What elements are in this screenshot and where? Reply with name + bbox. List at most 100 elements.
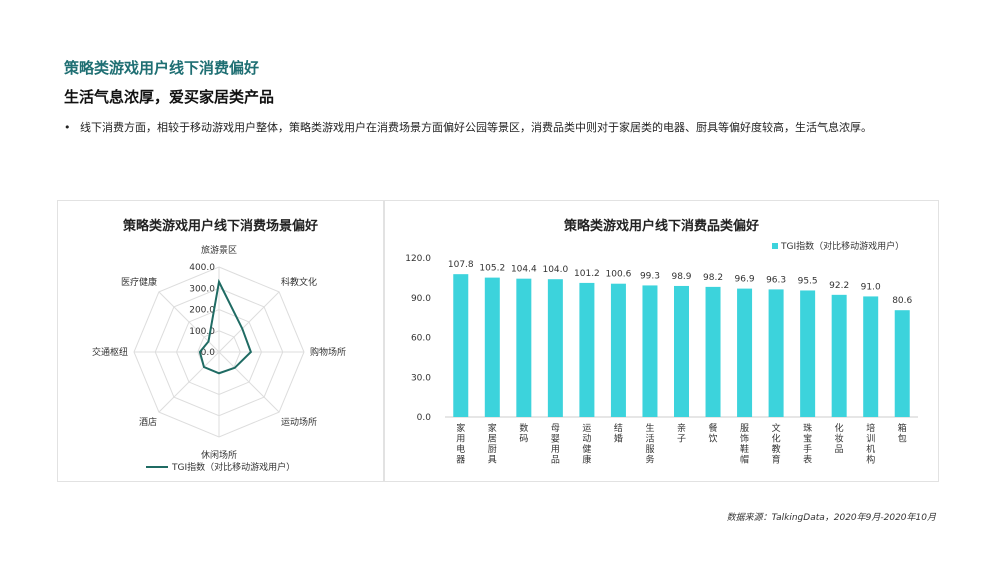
radar-legend: TGI指数（对比移动游戏用户） [146,460,295,473]
bar-legend: TGI指数（对比移动游戏用户） [772,239,904,252]
radar-series-line [198,278,253,375]
bar-category-char: 务 [645,454,654,466]
bar-category-char: 具 [488,455,497,466]
radar-category-label: 科教文化 [281,276,317,288]
bar-category-char: 教 [772,443,781,455]
bar-category-char: 文 [772,422,781,434]
bar-category-char: 康 [582,454,591,466]
bar [610,283,626,417]
bar-category-char: 餐 [709,422,718,434]
bar-category-label: 结婚 [614,422,623,445]
radar-tick-label: 400.0 [189,263,215,273]
bar-legend-label: TGI指数（对比移动游戏用户） [781,242,905,252]
bar-category-char: 数 [519,422,528,434]
bar-category-char: 化 [835,422,844,434]
bar-category-char: 机 [866,443,875,455]
bar-category-char: 子 [677,434,686,445]
bar-category-char: 厨 [488,444,497,455]
bar-category-char: 亲 [677,422,686,434]
bar-data-label: 101.2 [574,269,600,279]
bar-category-char: 母 [551,423,560,434]
radar-axis-spoke [218,351,280,413]
radar-tick-label: 300.0 [189,284,215,294]
radar-tick-label: 0.0 [201,348,216,358]
bullet-dot-icon: • [64,121,71,134]
bar-data-label: 107.8 [448,260,474,270]
bar-category-label: 生活服务 [645,422,654,466]
bar-chart-panel: 策略类游戏用户线下消费品类偏好 0.0 30.0 60.0 90.0 120.0 107.… [384,200,939,482]
bar-category-char: 育 [772,454,781,466]
bar [579,282,595,417]
bar-category-char: 健 [582,443,591,455]
bar [863,296,879,417]
bar-category-char: 活 [645,433,654,445]
bar-category-char: 宝 [803,433,812,445]
radar-category-label: 运动场所 [281,417,317,428]
bar-data-label: 80.6 [892,296,912,306]
bar-ytick-label: 30.0 [411,373,431,383]
bar-category-char: 帽 [740,454,749,466]
bar-category-char: 码 [519,434,528,445]
bar-category-char: 化 [772,433,781,445]
bar [737,288,753,417]
bar-category-char: 构 [866,454,875,466]
bar-category-char: 品 [551,455,560,466]
bar-category-label: 数码 [519,422,528,445]
bar-category-char: 生 [645,422,654,434]
bar-data-label: 104.4 [511,265,537,275]
bar-category-char: 培 [866,422,875,434]
bullet-point: • 线下消费方面，相较于移动游戏用户整体，策略类游戏用户在消费场景方面偏好公园等… [64,118,944,137]
bar-category-char: 家 [456,422,465,434]
bar-category-char: 动 [582,434,591,445]
bar-ytick-label: 120.0 [405,254,431,264]
bar-category-char: 居 [488,434,497,445]
bar-category-label: 珠宝手表 [803,422,812,466]
bar-category-char: 箱 [898,422,907,434]
bar-ytick-label: 0.0 [417,413,432,423]
bar-category-char: 婴 [551,434,560,445]
bar [516,278,532,417]
bar [547,279,563,417]
bar [768,289,784,417]
bar-legend-swatch [772,242,778,249]
bar-data-label: 105.2 [479,264,505,274]
bar-category-char: 家 [488,422,497,434]
bar [800,290,816,417]
bar-chart: 0.030.060.090.0120.0107.8家用电器105.2家居厨具10… [405,254,918,466]
bar-ytick-label: 60.0 [411,334,431,344]
bar [674,285,689,417]
bar [894,310,910,417]
bar-category-char: 表 [803,454,812,466]
bullet-text: 线下消费方面，相较于移动游戏用户整体，策略类游戏用户在消费场景方面偏好公园等景区… [80,121,872,134]
bar-category-char: 用 [551,444,560,455]
bar-category-char: 珠 [803,422,812,434]
radar-axis-spoke [158,351,220,413]
bar-category-label: 箱包 [898,422,907,445]
bar-category-label: 运动健康 [582,423,591,466]
bar-category-label: 化妆品 [835,422,844,455]
bar-category-char: 用 [456,434,465,445]
radar-category-label: 医疗健康 [121,276,157,288]
radar-legend-swatch [146,465,168,468]
bar-data-label: 100.6 [606,270,632,280]
bar-category-label: 亲子 [677,422,686,445]
radar-category-label: 旅游景区 [201,244,237,256]
bar-category-char: 包 [898,433,907,445]
radar-category-label: 休闲场所 [201,449,237,461]
bar-data-label: 98.2 [703,273,723,283]
bar-category-label: 文化教育 [772,422,781,466]
bar-data-label: 104.0 [542,265,568,275]
bar-category-char: 婚 [614,433,623,445]
bar-category-char: 手 [803,443,812,455]
bar-category-char: 服 [645,444,654,455]
page-title: 策略类游戏用户线下消费偏好 [64,59,260,77]
radar-chart-title: 策略类游戏用户线下消费场景偏好 [122,219,318,234]
bar-category-label: 服饰鞋帽 [740,423,749,466]
bar-category-char: 饰 [740,433,749,445]
bar-data-label: 91.0 [861,282,881,292]
bar-data-label: 96.3 [766,275,786,285]
bar-category-char: 妆 [835,433,844,445]
bar [831,294,847,417]
bar-category-char: 结 [614,422,623,434]
bar [484,277,500,417]
